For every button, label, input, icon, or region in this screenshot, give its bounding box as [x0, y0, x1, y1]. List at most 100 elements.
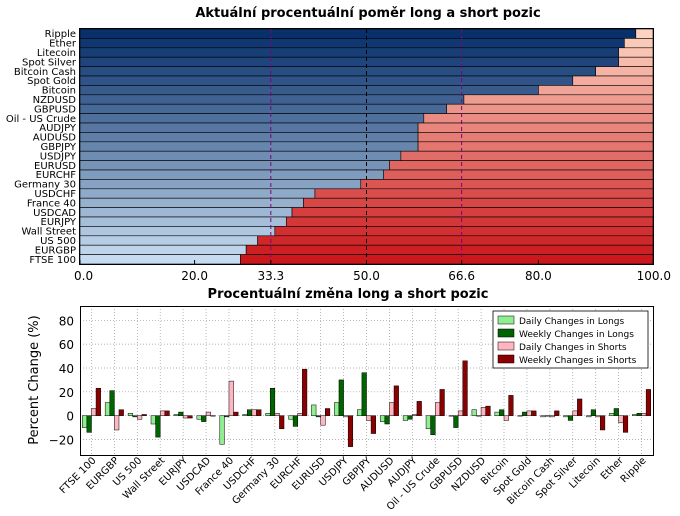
change-bar [384, 415, 390, 425]
y-tick-label: EURCHF [36, 170, 77, 181]
long-bar [79, 113, 425, 124]
short-bar [240, 254, 654, 265]
y-tick-label: USDCAD [33, 208, 76, 219]
long-bar [79, 66, 597, 77]
x-tick-label: 100.0 [637, 269, 671, 283]
change-bar [127, 413, 133, 416]
long-bar [79, 197, 304, 208]
change-bar [137, 415, 143, 420]
long-bar [79, 244, 247, 255]
change-bar [182, 415, 188, 419]
legend-entry: Daily Changes in Shorts [519, 343, 627, 353]
change-bar [636, 413, 642, 416]
short-bar [572, 75, 654, 86]
short-bar [417, 132, 654, 143]
y-tick-label: Bitcoin [42, 86, 76, 97]
change-bar [618, 415, 624, 424]
change-bar [279, 415, 285, 430]
x-tick-label: 50.0 [353, 269, 380, 283]
change-bar [499, 409, 505, 416]
x-tick-label: 33.3 [257, 269, 284, 283]
change-bar [361, 372, 367, 416]
change-bar [645, 389, 651, 416]
short-bar [595, 66, 654, 77]
change-bar [95, 387, 101, 416]
bottom-plot-frame [80, 306, 654, 456]
change-bar [439, 389, 445, 416]
short-bar [446, 103, 654, 114]
legend-swatch [497, 328, 515, 338]
change-bar [159, 410, 166, 416]
y-tick-label: −20 [49, 434, 74, 448]
short-bar [291, 207, 654, 218]
y-tick-label: France 40 [27, 198, 76, 209]
change-bar [416, 401, 422, 416]
change-bar [370, 415, 376, 434]
change-bar [251, 409, 257, 416]
y-tick-label: Oil - US Crude [6, 114, 76, 125]
change-bar [425, 415, 431, 430]
x-tick-label: 20.0 [181, 269, 208, 283]
change-bar [435, 402, 441, 416]
x-tick-label: 66.6 [448, 269, 475, 283]
change-bar [118, 409, 124, 416]
change-bar [457, 410, 464, 416]
short-bar [417, 141, 654, 152]
y-tick-label: 20 [59, 386, 74, 400]
change-bar [389, 402, 395, 416]
y-tick-label: Spot Silver [22, 57, 77, 68]
change-bar [453, 415, 459, 428]
change-bar [334, 402, 340, 416]
legend-box [492, 310, 649, 369]
change-bar [178, 411, 184, 416]
change-bar [320, 415, 326, 426]
y-tick-label: 40 [59, 362, 74, 376]
change-bar [205, 411, 211, 416]
y-tick-label: Ripple [45, 29, 76, 40]
y-tick-label: USDJPY [40, 151, 77, 162]
long-bar [79, 188, 316, 199]
short-bar [538, 85, 654, 96]
change-bar [549, 415, 555, 418]
change-bar [347, 415, 354, 447]
change-bar [632, 414, 638, 416]
change-bar [526, 410, 532, 416]
long-bar [79, 56, 619, 67]
short-bar [245, 244, 654, 255]
short-bar [417, 122, 654, 133]
long-bar [79, 207, 293, 218]
change-bar [407, 415, 413, 420]
change-bar [412, 414, 418, 416]
y-tick-label: GBPJPY [40, 142, 76, 153]
legend-swatch [497, 315, 515, 325]
long-bar [79, 132, 419, 143]
long-bar [79, 141, 419, 152]
bottom-y-tick-labels: −20 0 20 40 60 80 [49, 314, 74, 447]
y-tick-label: US 500 [40, 236, 76, 247]
y-tick-label: Ether [49, 39, 77, 50]
y-tick-label: Bitcoin Cash [14, 67, 76, 78]
change-bar [613, 408, 619, 416]
change-bar [622, 415, 629, 433]
change-bar [302, 368, 308, 416]
short-bar [389, 160, 654, 171]
y-tick-label: Germany 30 [14, 180, 76, 191]
change-bar [196, 415, 202, 420]
short-bar [360, 179, 654, 190]
change-bar [325, 408, 331, 416]
bottom-bars [82, 360, 651, 447]
legend-entry: Weekly Changes in Shorts [519, 356, 637, 366]
change-bar [393, 385, 399, 416]
short-bar [274, 226, 654, 237]
change-bar [641, 413, 647, 416]
change-bar [210, 415, 216, 417]
change-bar [522, 411, 528, 416]
bottom-chart: Procentuální změna long a short pozic −2… [27, 287, 654, 513]
change-bar [274, 413, 280, 416]
change-bar [366, 415, 372, 421]
change-bar [480, 407, 486, 416]
top-chart: Aktuální procentuální poměr long a short… [6, 6, 671, 283]
change-bar [269, 387, 276, 416]
